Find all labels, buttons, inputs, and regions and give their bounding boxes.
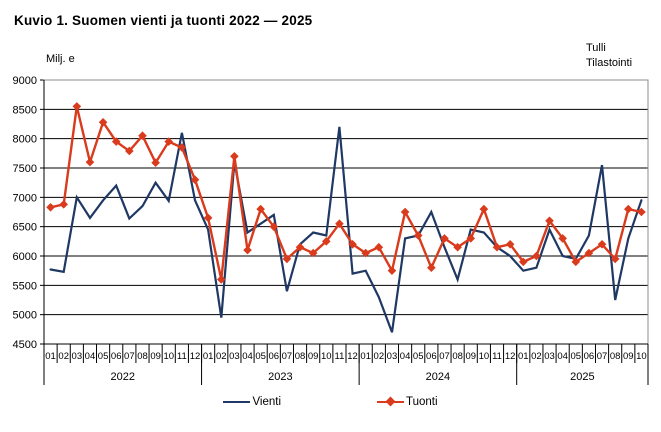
svg-text:10: 10	[163, 351, 174, 362]
svg-text:05: 05	[570, 351, 581, 362]
svg-text:01: 01	[45, 351, 56, 362]
publisher-note-line2: Tilastointi	[586, 57, 633, 69]
y-axis-labels: 9000 8500 8000 7500 7000 6500 6000 5500 5000 4500	[13, 75, 37, 351]
svg-text:05: 05	[98, 351, 109, 362]
svg-text:4500: 4500	[13, 339, 37, 351]
page-title: Kuvio 1. Suomen vienti ja tuonti 2022 — …	[14, 13, 313, 28]
svg-text:01: 01	[518, 351, 529, 362]
svg-text:03: 03	[387, 351, 398, 362]
legend-item-tuonti: Tuonti	[377, 396, 438, 408]
tuonti-line	[49, 106, 643, 280]
svg-text:5000: 5000	[13, 310, 37, 322]
legend-item-vienti: Vienti	[223, 396, 281, 408]
svg-text:2024: 2024	[426, 371, 450, 383]
svg-text:12: 12	[190, 351, 201, 362]
svg-text:11: 11	[177, 351, 187, 362]
svg-text:07: 07	[124, 351, 135, 362]
svg-text:12: 12	[505, 351, 516, 362]
svg-text:10: 10	[479, 351, 490, 362]
y-axis-title: Milj. e	[46, 53, 75, 65]
publisher-note: Tulli Tilastointi	[586, 41, 632, 71]
svg-text:11: 11	[492, 351, 502, 362]
svg-text:9000: 9000	[13, 75, 37, 87]
svg-text:02: 02	[531, 351, 542, 362]
svg-text:02: 02	[374, 351, 385, 362]
svg-text:06: 06	[111, 351, 122, 362]
svg-text:6500: 6500	[13, 222, 37, 234]
svg-text:09: 09	[623, 351, 634, 362]
svg-text:8000: 8000	[13, 134, 37, 146]
legend-label-vienti: Vienti	[252, 396, 281, 408]
svg-text:07: 07	[597, 351, 608, 362]
tuonti-diamond-icon	[385, 396, 396, 407]
svg-text:05: 05	[255, 351, 266, 362]
tuonti-markers	[46, 102, 646, 284]
svg-text:08: 08	[295, 351, 306, 362]
svg-text:5500: 5500	[13, 280, 37, 292]
svg-text:09: 09	[150, 351, 161, 362]
vienti-line-swatch	[223, 401, 251, 403]
svg-text:06: 06	[426, 351, 437, 362]
svg-text:10: 10	[321, 351, 332, 362]
svg-text:10: 10	[636, 351, 647, 362]
svg-text:09: 09	[465, 351, 476, 362]
svg-text:2022: 2022	[111, 371, 135, 383]
svg-text:02: 02	[58, 351, 69, 362]
svg-text:6000: 6000	[13, 251, 37, 263]
gridlines	[40, 79, 648, 345]
legend-label-tuonti: Tuonti	[406, 396, 438, 408]
svg-text:08: 08	[452, 351, 463, 362]
svg-text:06: 06	[584, 351, 595, 362]
tuonti-line-swatch	[377, 396, 404, 407]
svg-text:07: 07	[282, 351, 293, 362]
publisher-note-line1: Tulli	[586, 42, 606, 54]
svg-text:2025: 2025	[570, 371, 594, 383]
svg-text:02: 02	[216, 351, 227, 362]
svg-text:03: 03	[229, 351, 240, 362]
svg-text:06: 06	[268, 351, 279, 362]
svg-text:7500: 7500	[13, 163, 37, 175]
svg-text:11: 11	[334, 351, 344, 362]
svg-text:03: 03	[72, 351, 83, 362]
svg-text:8500: 8500	[13, 104, 37, 116]
svg-text:09: 09	[308, 351, 319, 362]
svg-text:05: 05	[413, 351, 424, 362]
svg-text:03: 03	[544, 351, 555, 362]
svg-text:07: 07	[439, 351, 450, 362]
svg-text:04: 04	[400, 351, 411, 362]
svg-text:7000: 7000	[13, 192, 37, 204]
svg-text:04: 04	[242, 351, 253, 362]
svg-text:2023: 2023	[268, 371, 292, 383]
svg-text:01: 01	[360, 351, 371, 362]
vienti-line	[49, 126, 643, 333]
legend: Vienti Tuonti	[0, 396, 661, 408]
svg-text:01: 01	[203, 351, 214, 362]
svg-text:12: 12	[347, 351, 358, 362]
svg-text:04: 04	[557, 351, 568, 362]
svg-text:08: 08	[137, 351, 148, 362]
svg-text:04: 04	[85, 351, 96, 362]
svg-text:08: 08	[610, 351, 621, 362]
